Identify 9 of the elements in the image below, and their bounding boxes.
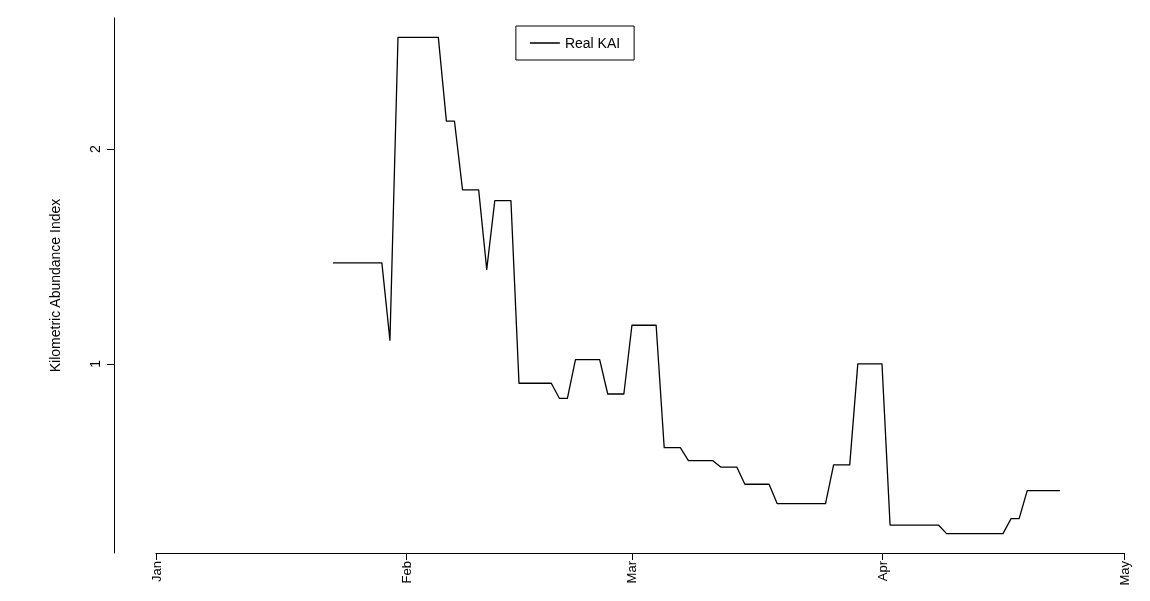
x-tick-label: Jan: [148, 561, 164, 582]
legend-label: Real KAI: [564, 35, 621, 51]
x-tick-label: May: [1116, 560, 1132, 586]
y-tick-label: 1: [87, 359, 103, 368]
x-tick-label: Apr: [874, 560, 890, 582]
x-tick-label: Mar: [624, 560, 640, 584]
x-tick-label: Feb: [398, 561, 414, 584]
y-tick-label: 2: [87, 144, 103, 153]
y-axis-title: Kilometric Abundance Index: [47, 198, 63, 373]
